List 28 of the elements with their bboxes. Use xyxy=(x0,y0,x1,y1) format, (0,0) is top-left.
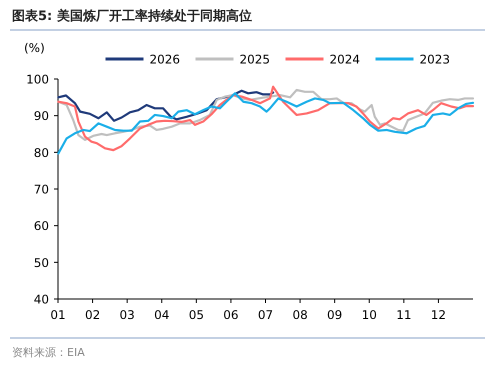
chart-title: 图表5: 美国炼厂开工率持续处于同期高位 xyxy=(12,8,252,24)
y-tick-label: 60 xyxy=(34,219,49,234)
y-tick-label: 90 xyxy=(34,109,49,124)
legend-label: 2026 xyxy=(150,52,180,66)
x-tick-label: 10 xyxy=(362,308,377,322)
x-tick-label: 04 xyxy=(154,308,170,322)
x-tick-label: 02 xyxy=(84,308,100,322)
line-series xyxy=(57,90,274,122)
y-tick-label: 70 xyxy=(34,182,49,196)
y-tick-label: 100 xyxy=(26,72,49,86)
y-tick-label: 80 xyxy=(34,146,49,160)
line-series xyxy=(57,88,474,141)
x-tick-label: 05 xyxy=(188,308,204,322)
x-tick-label: 08 xyxy=(292,308,308,322)
legend-label: 2024 xyxy=(330,52,360,66)
x-tick-label: 01 xyxy=(50,308,66,322)
y-axis-title: (%) xyxy=(24,41,45,55)
y-tick-label: 50 xyxy=(34,256,49,270)
x-tick-label: 09 xyxy=(327,308,342,322)
x-tick-label: 07 xyxy=(258,308,274,322)
y-tick-label: 40 xyxy=(34,292,49,306)
legend-label: 2025 xyxy=(240,52,270,66)
text: 资料来源：EIA xyxy=(12,346,86,359)
x-tick-label: 12 xyxy=(430,308,446,322)
legend-label: 2023 xyxy=(420,52,450,66)
x-tick-label: 06 xyxy=(223,308,239,322)
x-tick-label: 11 xyxy=(396,308,412,322)
x-tick-label: 03 xyxy=(120,308,135,322)
